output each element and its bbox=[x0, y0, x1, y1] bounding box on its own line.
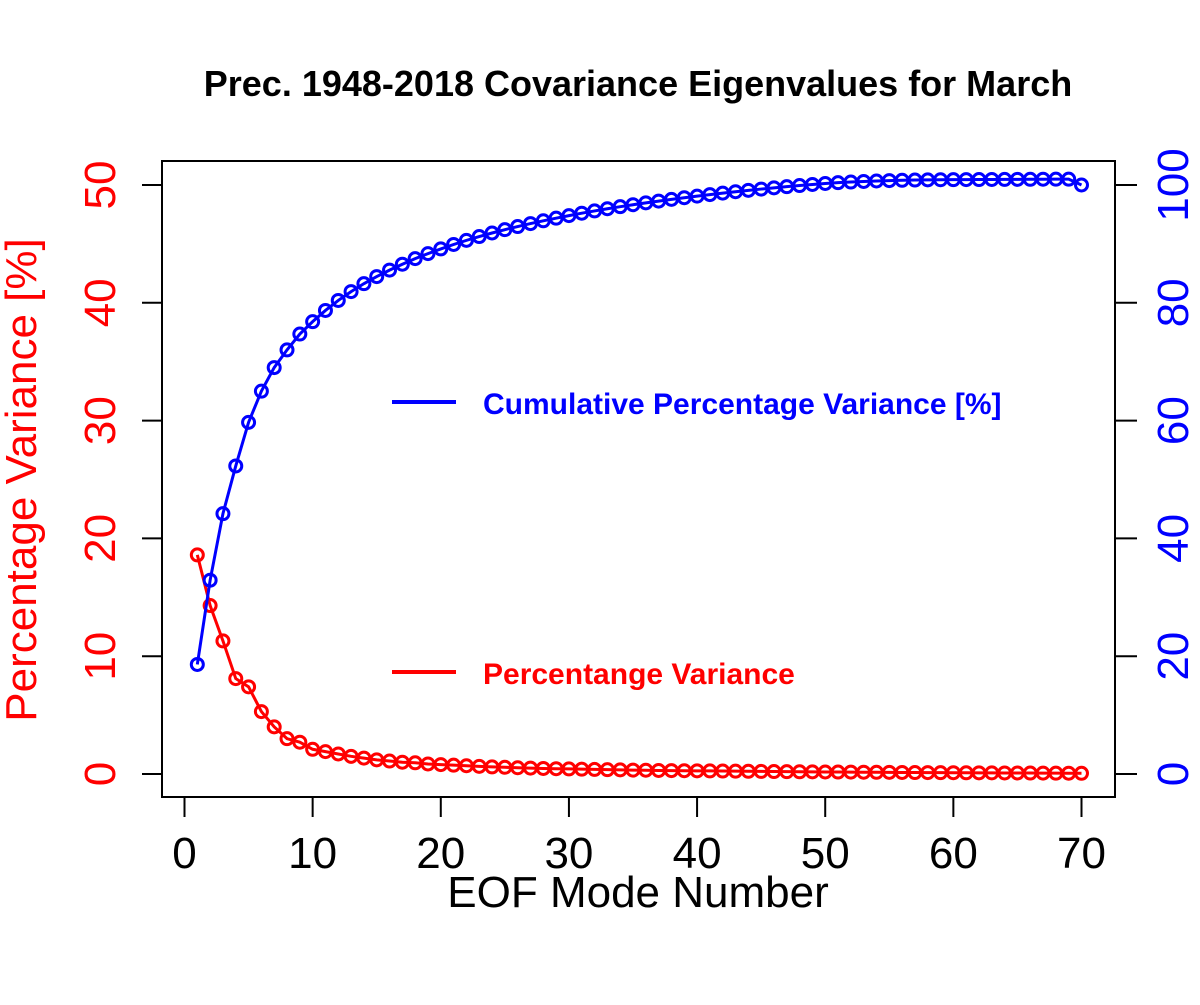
data-point bbox=[253, 704, 269, 720]
y-right-tick-label: 0 bbox=[1149, 762, 1198, 786]
y-right-tick-label: 100 bbox=[1149, 148, 1198, 221]
data-point bbox=[202, 598, 218, 614]
x-tick-label: 20 bbox=[416, 829, 465, 878]
data-point bbox=[446, 236, 462, 252]
legend-label-percentage: Percentange Variance bbox=[483, 658, 795, 691]
chart-title: Prec. 1948-2018 Covariance Eigenvalues f… bbox=[204, 63, 1072, 104]
data-point bbox=[343, 284, 359, 300]
data-point bbox=[317, 302, 333, 318]
data-point bbox=[241, 679, 257, 695]
data-point bbox=[292, 326, 308, 342]
data-point bbox=[420, 246, 436, 262]
data-point bbox=[241, 414, 257, 430]
plot-frame bbox=[161, 160, 1116, 798]
data-point bbox=[1074, 177, 1089, 193]
x-tick-label: 10 bbox=[288, 829, 337, 878]
x-tick-label: 70 bbox=[1057, 829, 1106, 878]
data-point bbox=[266, 360, 282, 376]
x-tick-label: 60 bbox=[929, 829, 978, 878]
data-point bbox=[266, 719, 282, 735]
y-axis-right: 0 20 40 60 80 100 bbox=[1115, 148, 1198, 786]
legend: Cumulative Percentage Variance [%] Perce… bbox=[392, 388, 1002, 691]
data-point bbox=[189, 547, 205, 563]
data-point bbox=[253, 383, 269, 399]
data-point bbox=[1061, 171, 1077, 187]
y-left-tick-label: 0 bbox=[76, 762, 125, 786]
x-axis: 0 10 20 30 40 50 60 70 bbox=[172, 797, 1106, 878]
data-point bbox=[292, 734, 308, 750]
data-point bbox=[215, 506, 231, 522]
y-left-tick-label: 10 bbox=[76, 632, 125, 681]
data-point bbox=[382, 262, 398, 278]
series-percentage bbox=[189, 547, 1089, 781]
data-point bbox=[471, 229, 487, 245]
x-tick-label: 40 bbox=[673, 829, 722, 878]
data-point bbox=[484, 225, 500, 241]
y-right-tick-label: 60 bbox=[1149, 396, 1198, 445]
data-point bbox=[228, 671, 244, 687]
data-point bbox=[202, 572, 218, 588]
y-axis-left: 0 10 20 30 40 50 bbox=[76, 161, 162, 786]
y-right-tick-label: 40 bbox=[1149, 514, 1198, 563]
x-tick-label: 50 bbox=[801, 829, 850, 878]
data-point bbox=[433, 241, 449, 257]
y-left-tick-label: 40 bbox=[76, 278, 125, 327]
data-point bbox=[407, 251, 423, 267]
x-tick-label: 0 bbox=[172, 829, 196, 878]
y-right-tick-label: 80 bbox=[1149, 278, 1198, 327]
data-point bbox=[279, 731, 295, 747]
data-point bbox=[394, 256, 410, 272]
y-left-tick-label: 30 bbox=[76, 396, 125, 445]
series-line bbox=[195, 177, 1083, 665]
x-tick-label: 30 bbox=[544, 829, 593, 878]
data-point bbox=[228, 458, 244, 474]
data-point bbox=[189, 656, 205, 672]
legend-label-cumulative: Cumulative Percentage Variance [%] bbox=[483, 388, 1002, 421]
data-point bbox=[369, 269, 385, 285]
y-axis-left-label: Percentage Variance [%] bbox=[0, 238, 46, 721]
series-layer bbox=[189, 171, 1089, 781]
x-axis-label: EOF Mode Number bbox=[447, 868, 828, 917]
data-point bbox=[1074, 765, 1089, 781]
series-cumulative bbox=[189, 171, 1089, 672]
y-left-tick-label: 20 bbox=[76, 514, 125, 563]
data-point bbox=[305, 314, 321, 330]
y-right-tick-label: 20 bbox=[1149, 632, 1198, 681]
data-point bbox=[279, 342, 295, 358]
data-point bbox=[330, 292, 346, 308]
data-point bbox=[458, 232, 474, 248]
data-point bbox=[215, 633, 231, 649]
y-left-tick-label: 50 bbox=[76, 161, 125, 210]
data-point bbox=[356, 276, 372, 292]
